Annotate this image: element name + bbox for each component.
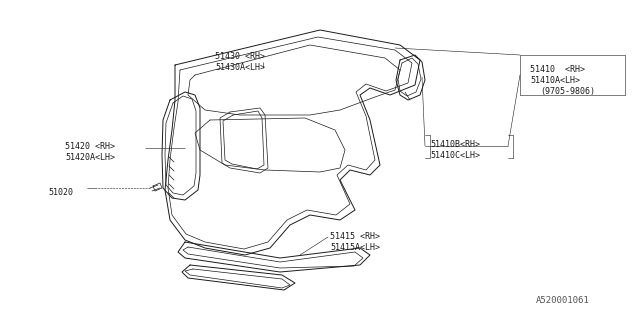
Text: 51420A<LH>: 51420A<LH> [65,153,115,162]
Text: A520001061: A520001061 [536,296,590,305]
Text: 51410C<LH>: 51410C<LH> [430,151,480,160]
Text: 51410B<RH>: 51410B<RH> [430,140,480,149]
Text: 51420 <RH>: 51420 <RH> [65,142,115,151]
Text: 51415A<LH>: 51415A<LH> [330,243,380,252]
Text: 51410A<LH>: 51410A<LH> [530,76,580,85]
Text: 51430A<LH>: 51430A<LH> [215,63,265,72]
Text: 51430 <RH>: 51430 <RH> [215,52,265,61]
Text: 51415 <RH>: 51415 <RH> [330,232,380,241]
Text: 51410  <RH>: 51410 <RH> [530,65,585,74]
Text: (9705-9806): (9705-9806) [540,87,595,96]
Text: 51020: 51020 [48,188,73,197]
